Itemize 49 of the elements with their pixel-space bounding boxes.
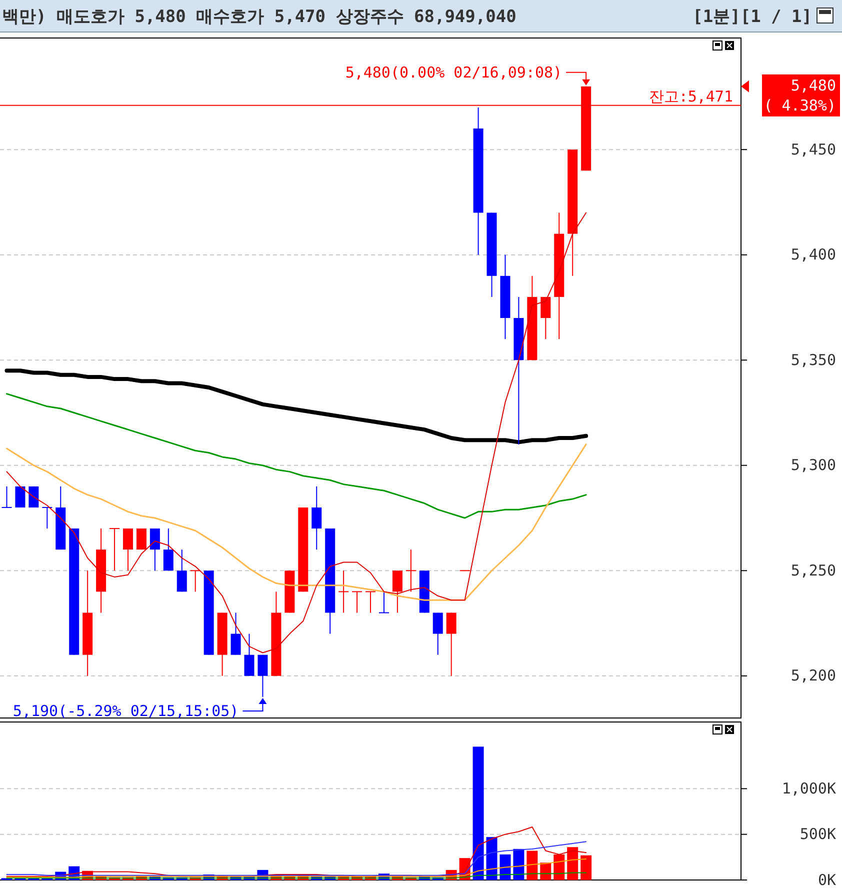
candlestick [110,528,120,572]
line-series [6,212,587,654]
bar [580,855,592,880]
y-tick-label: 1,000K [782,779,836,798]
bar [526,850,538,880]
candlestick [446,612,456,676]
candlestick [136,528,146,550]
candlestick [338,570,349,614]
candlestick [312,486,322,550]
candlestick [258,654,268,698]
line-series [6,393,587,519]
y-tick-label: 5,250 [790,561,836,580]
y-tick-label: 5,350 [790,350,836,369]
y-tick-label: 500K [800,825,836,844]
annotation: 5,190(-5.29% 02/15,15:05) [12,702,239,720]
candlestick [406,549,416,592]
text: 5,480 [790,76,836,94]
candlestick [540,296,551,340]
annotation: 5,480(0.00% 02/16,09:08) [345,63,562,82]
candlestick [230,612,241,656]
y-tick-label: 5,200 [790,666,836,685]
candlestick [366,591,376,614]
line-series [6,858,587,878]
candlestick [432,612,443,656]
candlestick [15,486,26,508]
line-series [4,368,588,444]
candlestick [352,591,362,614]
candlestick [2,486,12,508]
bar [472,746,484,880]
candlestick [28,486,39,508]
candlestick [163,528,174,572]
y-tick-label: 5,400 [790,246,836,264]
candlestick [150,528,160,572]
candlestick [392,570,402,614]
text: [1분][1 / 1] [692,7,812,27]
y-tick-label: 5,300 [790,456,836,474]
y-tick-label: 5,450 [790,140,836,158]
bar [500,854,511,880]
bar [567,847,578,880]
candlestick [122,528,133,572]
candlestick [244,633,254,676]
y-tick-label: 0K [818,870,836,889]
ref-line-label: 잔고:5,471 [648,87,733,106]
chart-title: 백만) 매도호가 5,480 매수호가 5,470 상장주수 68,949,040 [2,7,516,27]
line-series [6,444,587,601]
line-series [6,841,587,876]
text: ( 4.38%) [764,96,836,114]
candlestick [176,549,187,592]
candlestick [378,591,389,614]
